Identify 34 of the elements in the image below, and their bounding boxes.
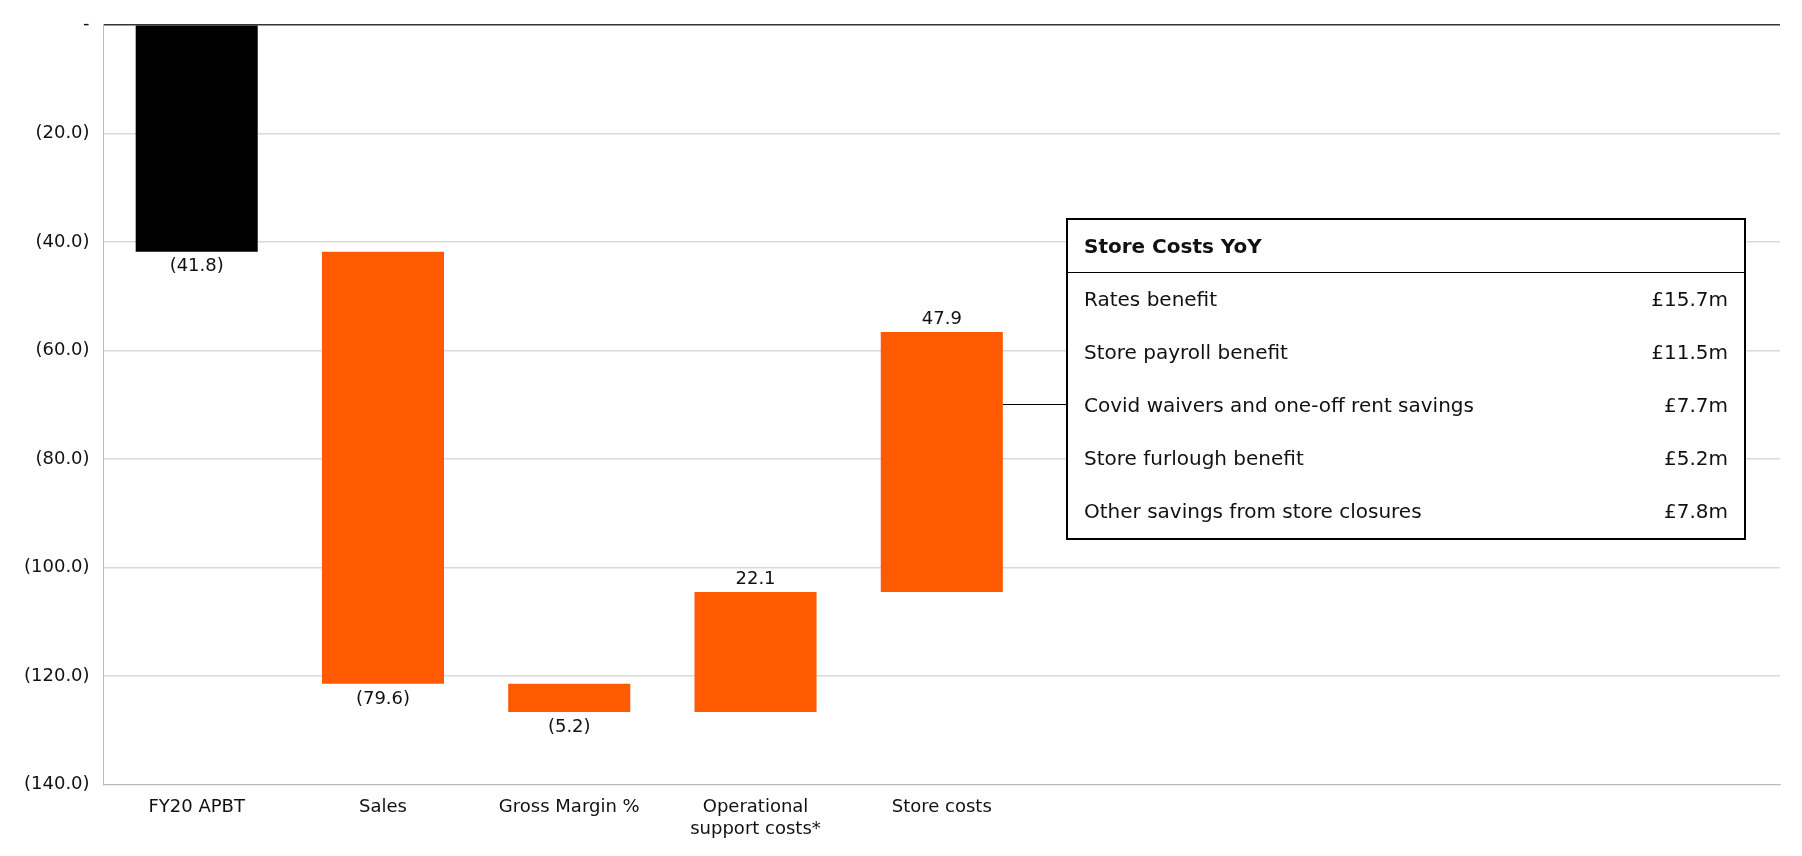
annotation: £11.5m — [1651, 340, 1728, 364]
data-label: (41.8) — [169, 254, 224, 276]
bar — [135, 25, 258, 252]
bar — [880, 332, 1003, 593]
x-tick-label: Sales — [359, 795, 407, 817]
annotation: Store Costs YoY — [1068, 220, 1744, 273]
annotation: Covid waivers and one-off rent savings — [1084, 393, 1474, 417]
x-tick-label: FY20 APBT — [148, 795, 246, 817]
annotation: £7.7m — [1663, 393, 1728, 417]
bar — [321, 251, 444, 684]
x-tick-label: Store costs — [891, 795, 992, 817]
x-tick-label: Operational support costs* — [690, 795, 821, 838]
y-tick-label: (140.0) — [24, 772, 90, 794]
annotation: £5.2m — [1663, 446, 1728, 470]
y-tick-label: (100.0) — [24, 555, 90, 577]
annotation: £7.8m — [1663, 499, 1728, 523]
y-tick-label: (60.0) — [35, 338, 90, 360]
annotation: Store furlough benefit — [1084, 446, 1304, 470]
y-tick-label: (20.0) — [35, 121, 90, 143]
y-tick-label: (80.0) — [35, 446, 90, 468]
data-label: (79.6) — [355, 686, 411, 708]
annotation: Store payroll benefit — [1084, 340, 1288, 364]
annotation: Other savings from store closures — [1084, 499, 1422, 523]
bar — [508, 683, 631, 713]
data-label: 47.9 — [921, 306, 962, 328]
data-label: 22.1 — [735, 566, 776, 588]
bar — [694, 592, 817, 713]
y-tick-label: - — [83, 12, 90, 34]
y-tick-label: (40.0) — [35, 229, 90, 251]
data-label: (5.2) — [547, 714, 591, 736]
y-tick-label: (120.0) — [24, 663, 90, 685]
x-tick-label: Gross Margin % — [498, 795, 640, 817]
annotation: £15.7m — [1651, 287, 1728, 311]
annotation: Rates benefit — [1084, 287, 1218, 311]
